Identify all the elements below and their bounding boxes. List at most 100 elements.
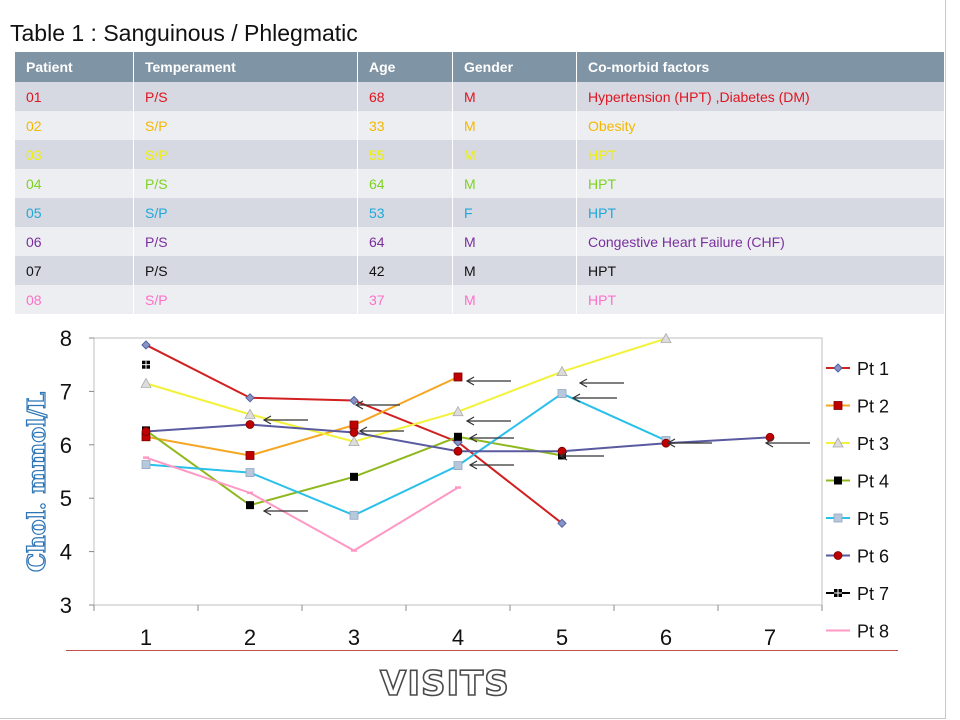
table-body: 01 P/S 68 M Hypertension (HPT) ,Diabetes (DM… — [15, 82, 945, 314]
header-gender: Gender — [452, 52, 577, 82]
annotation-arrowhead — [358, 426, 368, 436]
data-point — [349, 395, 359, 406]
cell-age: 55 — [357, 140, 453, 169]
x-tick-label: 2 — [244, 625, 256, 650]
cell-patient: 07 — [15, 256, 134, 285]
data-point — [557, 389, 567, 398]
cell-patient: 08 — [15, 285, 134, 314]
annotation-arrowhead — [468, 433, 478, 443]
cell-age: 64 — [357, 227, 453, 256]
slide-title: Table 1 : Sanguinous / Phlegmatic — [10, 20, 358, 46]
table-header-row: Patient Temperament Age Gender Co-morbid… — [15, 52, 945, 82]
cell-gender: M — [452, 285, 577, 314]
data-point — [349, 420, 359, 430]
data-point — [141, 460, 151, 469]
cell-gender: M — [452, 227, 577, 256]
cell-temperament: S/P — [133, 111, 358, 140]
data-point — [557, 518, 567, 529]
data-point — [348, 435, 360, 446]
table-row: 08 S/P 37 M HPT — [15, 285, 945, 314]
cell-gender: M — [452, 256, 577, 285]
annotation-arrowhead — [578, 378, 588, 388]
cell-age: 37 — [357, 285, 453, 314]
data-point — [245, 393, 255, 403]
plot-area — [93, 337, 823, 606]
cell-gender: M — [452, 169, 577, 198]
cell-patient: 01 — [15, 82, 134, 111]
data-point — [453, 461, 463, 471]
cell-temperament: P/S — [133, 256, 358, 285]
cell-patient: 06 — [15, 227, 134, 256]
cell-gender: F — [452, 198, 577, 227]
annotation-arrowhead — [666, 438, 676, 448]
data-point — [350, 472, 358, 481]
data-point — [556, 365, 568, 377]
x-tick-label: 6 — [660, 625, 672, 650]
data-point — [246, 501, 254, 510]
data-point — [454, 432, 462, 441]
header-patient: Patient — [15, 52, 134, 82]
y-tick-label: 4 — [60, 540, 72, 565]
cell-comorbid: Congestive Heart Failure (CHF) — [576, 227, 945, 256]
legend-label: Pt 3 — [857, 434, 889, 454]
legend-swatch-marker — [832, 437, 844, 448]
legend-swatch-marker — [833, 513, 843, 523]
x-tick-label: 7 — [764, 625, 776, 650]
data-point — [452, 405, 464, 417]
series-line — [145, 392, 667, 517]
annotation-arrowhead — [468, 460, 478, 470]
legend-label: Pt 4 — [857, 472, 889, 492]
cell-gender: M — [452, 82, 577, 111]
legend-swatch-marker — [834, 476, 842, 485]
cell-temperament: P/S — [133, 169, 358, 198]
annotation-arrowhead — [465, 376, 475, 386]
legend-swatch-marker — [833, 551, 843, 560]
y-tick-label: 8 — [60, 330, 72, 351]
annotation-arrowhead — [262, 506, 272, 516]
cell-comorbid: HPT — [576, 256, 945, 285]
cell-gender: M — [452, 140, 577, 169]
cholesterol-line-chart: 3 4 5 6 7 8 1 2 3 4 5 6 7 Chol. mmol/L Pt 1 Pt 2 Pt 3 Pt … — [21, 330, 889, 650]
x-tick-label: 5 — [556, 625, 568, 650]
cell-age: 33 — [357, 111, 453, 140]
data-point — [245, 451, 255, 460]
table-row: 06 P/S 64 M Congestive Heart Failure (CHF) — [15, 227, 945, 256]
annotation-arrowhead — [262, 415, 272, 425]
legend-swatch-marker — [833, 363, 843, 373]
y-tick-label: 6 — [60, 433, 72, 458]
annotation-arrowhead — [764, 438, 774, 448]
table-row: 01 P/S 68 M Hypertension (HPT) ,Diabetes (DM… — [15, 82, 945, 111]
annotation-arrowhead — [558, 451, 568, 461]
series-line — [145, 376, 459, 457]
cell-comorbid: HPT — [576, 140, 945, 169]
legend-label: Pt 8 — [857, 622, 889, 642]
cell-patient: 05 — [15, 198, 134, 227]
legend-swatch-marker — [833, 401, 843, 410]
cell-temperament: P/S — [133, 227, 358, 256]
series-line — [145, 337, 667, 443]
data-point — [349, 428, 359, 437]
patient-table: Patient Temperament Age Gender Co-morbid… — [15, 52, 945, 314]
data-point — [245, 468, 255, 477]
legend-label: Pt 5 — [857, 509, 889, 529]
header-temperament: Temperament — [133, 52, 358, 82]
data-point — [244, 408, 256, 419]
cell-age: 64 — [357, 169, 453, 198]
data-point — [557, 446, 567, 456]
header-comorbid: Co-morbid factors — [576, 52, 945, 82]
legend-label: Pt 6 — [857, 547, 889, 567]
x-axis-title: VISITS — [379, 663, 510, 705]
annotation-arrowhead — [354, 400, 364, 410]
x-tick-label: 1 — [140, 625, 152, 650]
cell-age: 68 — [357, 82, 453, 111]
cell-patient: 02 — [15, 111, 134, 140]
x-tick-label: 4 — [452, 625, 464, 650]
cell-comorbid: HPT — [576, 198, 945, 227]
data-point — [660, 332, 672, 343]
table-row: 04 P/S 64 M HPT — [15, 169, 945, 198]
x-tick-label: 3 — [348, 625, 360, 650]
bottom-divider — [66, 650, 898, 651]
y-axis-title: Chol. mmol/L — [22, 392, 51, 572]
cell-patient: 03 — [15, 140, 134, 169]
